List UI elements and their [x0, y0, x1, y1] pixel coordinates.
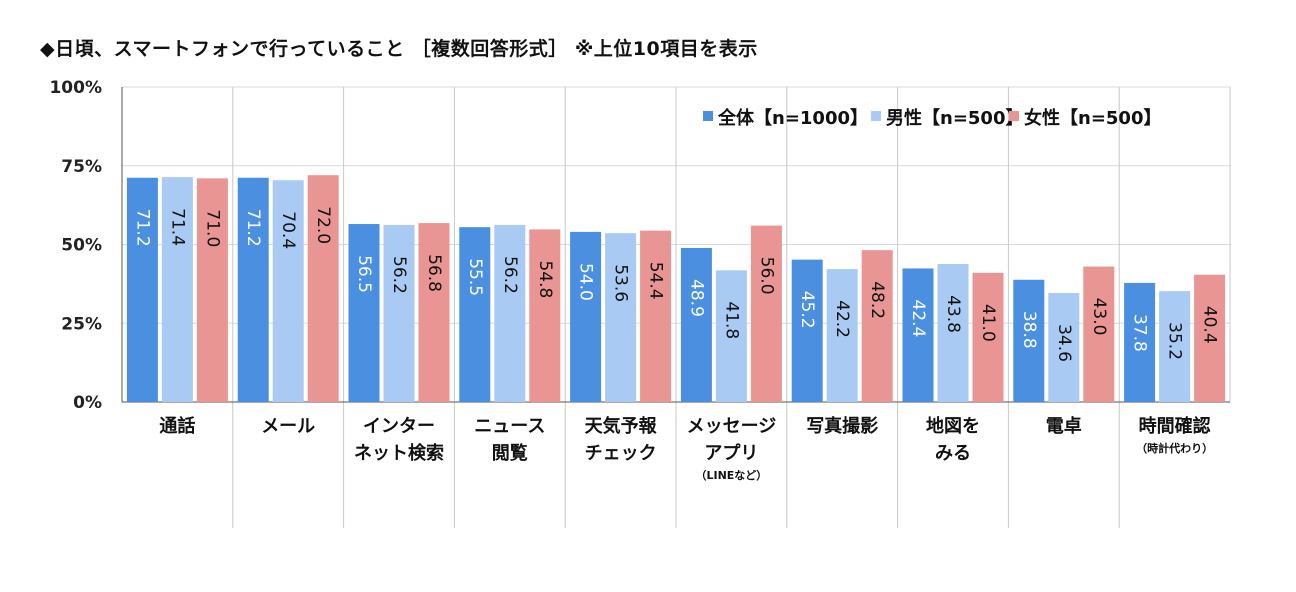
bar	[307, 175, 339, 402]
bar	[1013, 279, 1045, 402]
bar-value-label: 42.4	[908, 300, 928, 338]
category-label: 電卓	[1046, 415, 1082, 437]
bar-value-label: 34.6	[1054, 324, 1074, 362]
bar	[1124, 282, 1156, 402]
bar	[237, 177, 269, 402]
bar-value-label: 41.8	[721, 301, 741, 339]
category-label: インター	[363, 416, 435, 437]
legend: 全体【n=1000】 男性【n=500】 女性【n=500】	[703, 107, 1161, 129]
bar-value-label: 53.6	[611, 264, 631, 302]
category-label: 通話	[159, 415, 195, 437]
category-label: 時間確認	[1139, 415, 1211, 437]
bar-value-label: 43.8	[943, 295, 963, 333]
bar	[1083, 266, 1115, 402]
legend-swatch	[703, 111, 713, 121]
bar-value-label: 54.4	[646, 262, 666, 300]
bar	[161, 177, 193, 402]
bar	[529, 229, 561, 402]
legend-label: 男性【n=500】	[886, 107, 1023, 129]
legend-swatch	[871, 111, 881, 121]
bar-value-label: 56.0	[756, 257, 776, 295]
legend-label: 女性【n=500】	[1024, 107, 1161, 129]
bar	[1194, 274, 1226, 402]
bar-value-label: 71.2	[132, 209, 152, 247]
bar-value-label: 42.2	[832, 300, 852, 338]
bar-value-label: 56.2	[500, 256, 520, 294]
bar	[640, 230, 672, 402]
category-note: （LINEなど）	[695, 469, 767, 482]
bar-value-label: 55.5	[465, 258, 485, 296]
category-label: ニュース	[474, 416, 545, 437]
bar-value-label: 72.0	[313, 206, 333, 244]
bar	[1159, 291, 1191, 402]
bar-value-label: 56.8	[424, 254, 444, 292]
bar-value-label: 71.4	[167, 208, 187, 246]
category-label: チェック	[585, 443, 657, 464]
bar-value-label: 56.5	[354, 255, 374, 293]
category-label: 地図を	[926, 415, 980, 437]
bar	[570, 231, 602, 402]
bar	[459, 227, 491, 402]
bar	[1048, 293, 1080, 402]
y-tick-label: 75%	[61, 157, 102, 177]
bar-value-label: 40.4	[1200, 306, 1220, 344]
chart-title: ◆日頃、スマートフォンで行っていること ［複数回答形式］ ※上位10項目を表示	[40, 38, 758, 60]
bar	[680, 247, 712, 402]
y-tick-label: 100%	[49, 78, 102, 98]
bar-value-label: 71.2	[243, 209, 263, 247]
bar	[826, 269, 858, 402]
legend-label: 全体【n=1000】	[717, 107, 868, 129]
category-label: アプリ	[704, 442, 758, 464]
bar-value-label: 54.8	[535, 260, 555, 298]
bar-value-label: 56.2	[389, 256, 409, 294]
bar-value-label: 37.8	[1130, 314, 1150, 352]
bar	[605, 233, 637, 402]
bar	[418, 223, 450, 402]
bar	[196, 178, 228, 402]
bar	[348, 224, 380, 402]
bar	[791, 259, 823, 402]
bar-value-label: 45.2	[797, 291, 817, 329]
bar-value-label: 35.2	[1165, 322, 1185, 360]
bar-value-label: 43.0	[1089, 298, 1109, 336]
category-label: 天気予報	[585, 415, 658, 437]
category-label: 写真撮影	[806, 415, 878, 437]
bar	[972, 272, 1004, 402]
bar-value-label: 70.4	[278, 211, 298, 249]
legend-swatch	[1009, 111, 1019, 121]
category-label: 閲覧	[492, 442, 528, 464]
category-label: ネット検索	[354, 442, 444, 464]
bar-value-label: 48.9	[686, 279, 706, 317]
bar	[861, 250, 893, 402]
y-tick-label: 0%	[73, 393, 102, 413]
y-tick-label: 50%	[61, 236, 102, 256]
category-note: （時計代わり）	[1136, 441, 1213, 455]
bar	[715, 270, 747, 402]
bar-value-label: 38.8	[1019, 311, 1039, 349]
category-label: メール	[261, 416, 315, 437]
bar	[750, 225, 782, 402]
y-tick-label: 25%	[61, 314, 102, 334]
bar-value-label: 71.0	[202, 209, 222, 247]
category-label: みる	[935, 443, 971, 464]
bar	[494, 224, 526, 402]
bar-value-label: 41.0	[978, 304, 998, 342]
bar-value-label: 54.0	[576, 263, 596, 301]
bar	[937, 264, 969, 402]
bar	[902, 268, 934, 402]
bar	[272, 180, 304, 402]
bar	[383, 224, 415, 402]
bar	[126, 177, 158, 402]
bar-value-label: 48.2	[867, 281, 887, 319]
category-label: メッセージ	[687, 416, 777, 437]
